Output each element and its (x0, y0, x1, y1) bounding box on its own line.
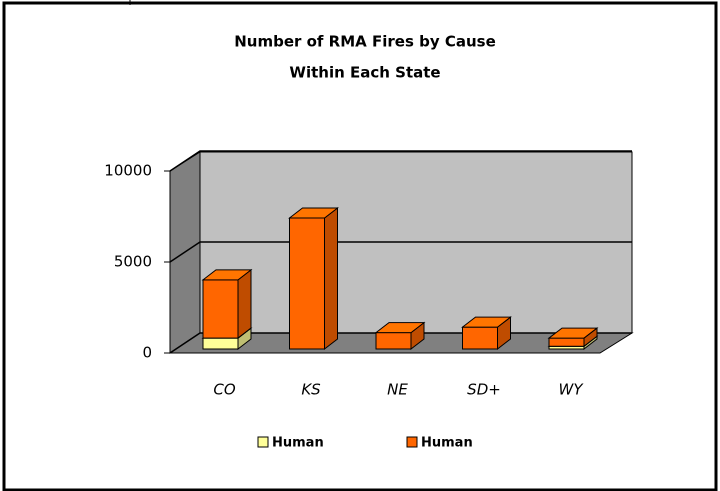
bar-front (375, 332, 412, 350)
legend-swatch (406, 436, 418, 448)
y-tick-label: 10000 (104, 162, 152, 180)
chart-subtitle: Within Each State (289, 64, 440, 82)
bar-top (461, 316, 512, 328)
legend-swatch (257, 436, 269, 448)
x-tick-label: WY (559, 381, 585, 399)
bar-front (548, 337, 585, 347)
grid-line (169, 150, 632, 172)
bar-side (324, 206, 338, 351)
bar-front (289, 217, 325, 350)
y-tick-label: 0 (142, 344, 152, 362)
x-tick-label: SD+ (467, 381, 501, 399)
legend-label: Human (421, 436, 473, 451)
grid-line (169, 241, 632, 263)
bar-front (202, 279, 239, 339)
bar-top (547, 327, 599, 339)
chart-title: Number of RMA Fires by Cause (234, 33, 496, 51)
x-tick-label: CO (213, 381, 235, 399)
legend-label: Human (272, 436, 324, 451)
x-tick-label: KS (301, 381, 321, 399)
bar-top (374, 322, 426, 334)
bar-side (237, 268, 252, 340)
bar-front (202, 337, 239, 350)
y-tick-label: 5000 (114, 253, 152, 271)
x-tick-label: NE (387, 381, 408, 399)
bar-top (288, 207, 339, 219)
bar-front (462, 326, 498, 350)
bar-top (201, 269, 253, 281)
